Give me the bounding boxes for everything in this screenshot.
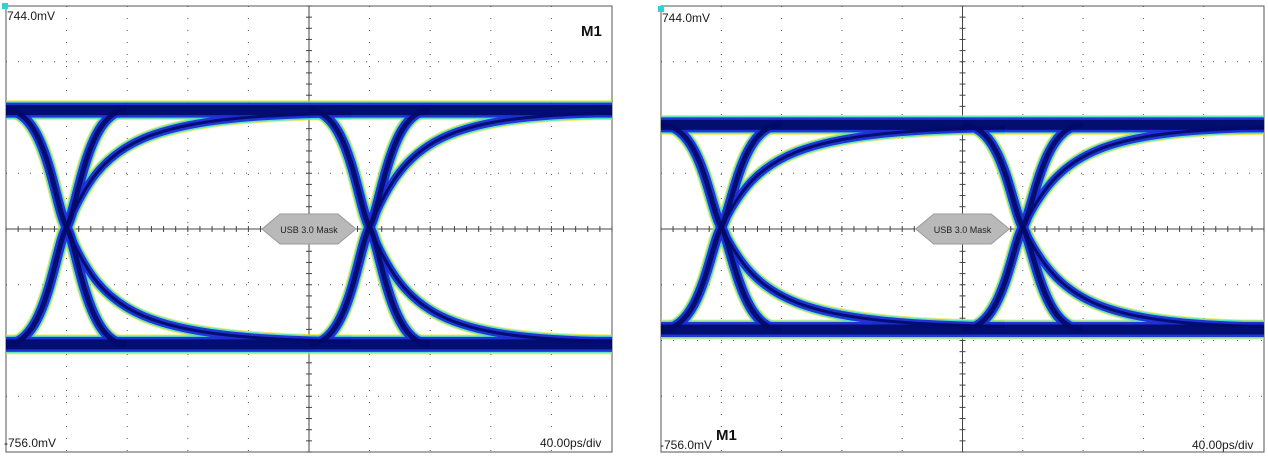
rising-edge-trace [661,122,782,332]
settling-fall-trace [368,226,613,343]
math-channel-label: M1 [581,23,602,40]
eye-diagram-plot: USB 3.0 Mask [5,5,613,453]
settling-rise-trace [65,111,352,228]
usb-mask-shape [914,213,1011,245]
usb-mask-label: USB 3.0 Mask [280,225,338,235]
settling-rise-trace [1021,126,1265,228]
math-channel-label: M1 [716,427,737,444]
settling-fall-trace [65,226,352,343]
settling-fall-trace [719,226,1005,328]
channel-marker-icon [2,3,8,9]
usb-mask-shape [261,213,357,245]
settling-rise-trace [719,126,1005,228]
y-top-label: 744.0mV [7,9,56,23]
usb-mask-label: USB 3.0 Mask [934,225,992,235]
settling-rise-trace [368,111,613,228]
channel-marker-icon [658,6,664,12]
eye-diagram-plot: USB 3.0 Mask [660,5,1265,453]
x-scale-label: 40.00ps/div [1192,438,1254,452]
y-bottom-label: -756.0mV [660,438,713,452]
eye-traces [660,114,1265,340]
y-bottom-label: -756.0mV [4,436,57,450]
eye-traces [5,100,613,355]
x-scale-label: 40.00ps/div [540,436,602,450]
y-top-label: 744.0mV [662,11,711,25]
eye-diagram-panel-2: USB 3.0 Mask 744.0mV -756.0mV 40.00ps/di… [654,0,1268,457]
eye-diagram-panel-1: USB 3.0 Mask 744.0mV -756.0mV 40.00ps/di… [0,0,618,457]
settling-fall-trace [1021,226,1265,328]
